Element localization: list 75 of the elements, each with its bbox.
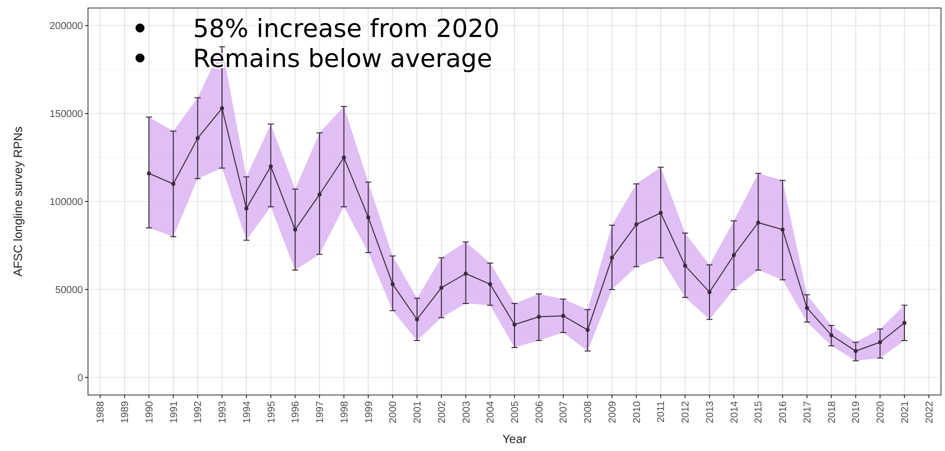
x-tick-label: 2016 (778, 400, 790, 424)
x-tick-label: 1996 (290, 400, 302, 424)
point (366, 215, 370, 220)
point (804, 306, 809, 310)
point (634, 222, 638, 226)
x-tick-label: 2002 (436, 400, 448, 424)
x-tick-label: 2001 (412, 400, 424, 424)
x-tick-label: 2012 (680, 400, 692, 424)
x-tick-label: 1998 (339, 400, 350, 424)
point (464, 272, 468, 276)
x-tick-label: 1991 (168, 400, 180, 424)
y-axis-title: AFSC longline survey RPNs (11, 126, 25, 277)
point (268, 164, 273, 168)
point (658, 210, 663, 215)
x-tick-label: 2010 (632, 400, 643, 424)
point (854, 349, 858, 354)
point (171, 182, 176, 186)
point (318, 192, 322, 196)
x-tick-label: 2013 (704, 400, 716, 424)
x-tick-label: 2014 (729, 400, 740, 424)
x-tick-label: 2005 (510, 400, 521, 424)
point (829, 333, 834, 338)
x-tick-label: 2017 (802, 400, 814, 424)
point (707, 290, 712, 294)
point (756, 220, 760, 225)
point (488, 282, 492, 286)
point (342, 156, 346, 160)
x-tick-label: 2022 (924, 400, 936, 424)
point (902, 320, 906, 325)
x-tick-label: 1989 (120, 400, 132, 424)
x-tick-label: 2008 (583, 400, 594, 424)
point (536, 314, 541, 319)
x-tick-label: 2009 (607, 400, 618, 424)
x-tick-label: 1999 (364, 400, 375, 424)
x-tick-label: 1993 (218, 400, 229, 424)
x-tick-label: 1994 (242, 400, 253, 424)
point (196, 136, 200, 140)
point (586, 328, 590, 332)
x-tick-label: 1995 (266, 400, 278, 424)
point (780, 228, 785, 232)
x-tick-label: 2006 (534, 400, 546, 424)
y-tick-label: 50000 (55, 284, 84, 296)
point (244, 206, 248, 211)
point (220, 106, 224, 110)
x-tick-label: 2020 (876, 400, 887, 424)
point (512, 322, 516, 327)
x-axis-title: Year (502, 432, 527, 446)
x-tick-label: 2004 (486, 400, 497, 424)
y-tick-label: 150000 (50, 109, 84, 120)
x-tick-label: 1988 (96, 400, 107, 424)
x-tick-label: 1992 (193, 400, 204, 424)
x-tick-label: 1997 (315, 400, 326, 424)
annotation: 58% increase from 2020 (193, 14, 500, 43)
y-tick-label: 0 (77, 372, 84, 384)
point (878, 340, 882, 344)
x-tick-label: 2011 (656, 400, 668, 423)
y-tick-label: 100000 (50, 197, 84, 208)
x-tick-label: 2019 (851, 400, 862, 424)
point (390, 282, 395, 286)
x-tick-label: 2003 (461, 400, 472, 424)
point (561, 314, 566, 318)
x-tick-label: 2021 (900, 400, 911, 424)
point (683, 264, 688, 268)
point (732, 253, 736, 258)
point (293, 228, 298, 232)
x-tick-label: 2000 (388, 400, 400, 424)
point (610, 256, 614, 260)
point (415, 317, 420, 322)
x-tick-label: 2018 (826, 400, 838, 424)
x-tick-label: 2015 (754, 400, 765, 424)
point (439, 286, 444, 290)
x-tick-label: 2007 (558, 400, 570, 424)
y-tick-label: 200000 (50, 21, 84, 32)
point (146, 171, 151, 176)
x-tick-label: 1990 (144, 400, 156, 424)
